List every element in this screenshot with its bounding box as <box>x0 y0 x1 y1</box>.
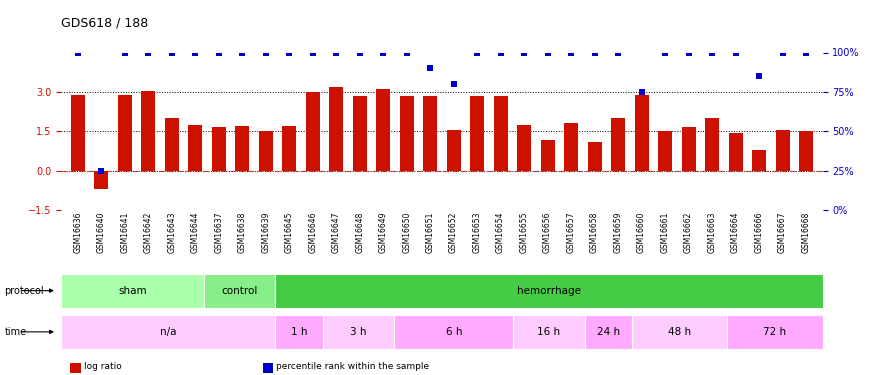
Point <box>470 50 484 55</box>
Point <box>400 50 414 55</box>
Point <box>305 50 319 55</box>
Bar <box>541 141 555 171</box>
Bar <box>446 130 460 171</box>
Bar <box>353 96 367 171</box>
Point <box>634 89 648 95</box>
Text: 6 h: 6 h <box>445 327 462 337</box>
Point <box>212 50 226 55</box>
Bar <box>705 118 719 171</box>
Point <box>705 50 719 55</box>
Text: 48 h: 48 h <box>668 327 691 337</box>
Bar <box>587 142 602 171</box>
Point <box>329 50 343 55</box>
FancyBboxPatch shape <box>276 315 323 349</box>
Point <box>588 50 602 55</box>
Bar <box>282 126 297 171</box>
Bar <box>729 133 743 171</box>
Bar <box>658 131 672 171</box>
Bar <box>752 150 766 171</box>
Point <box>611 50 625 55</box>
Bar <box>376 89 390 171</box>
Bar <box>305 92 319 171</box>
Text: sham: sham <box>118 286 147 296</box>
Point <box>446 81 460 87</box>
Text: hemorrhage: hemorrhage <box>517 286 581 296</box>
Point <box>71 50 85 55</box>
Bar <box>634 94 648 171</box>
Text: 1 h: 1 h <box>290 327 307 337</box>
Text: time: time <box>4 327 26 337</box>
Point <box>94 168 108 174</box>
Bar <box>235 126 249 171</box>
Bar <box>94 171 108 189</box>
Bar <box>799 131 813 171</box>
Point <box>353 50 367 55</box>
Point <box>424 65 438 71</box>
Point <box>564 50 578 55</box>
Bar <box>470 96 484 171</box>
FancyBboxPatch shape <box>514 315 584 349</box>
Bar <box>564 123 578 171</box>
Text: 16 h: 16 h <box>537 327 561 337</box>
Point <box>259 50 273 55</box>
Point <box>682 50 696 55</box>
FancyBboxPatch shape <box>204 274 276 308</box>
Point <box>117 50 132 55</box>
FancyBboxPatch shape <box>276 274 822 308</box>
Bar <box>775 130 789 171</box>
Bar <box>188 124 202 171</box>
FancyBboxPatch shape <box>323 315 395 349</box>
Point <box>235 50 249 55</box>
Bar <box>71 94 85 171</box>
Bar <box>259 131 273 171</box>
Point <box>752 73 766 79</box>
Point <box>658 50 672 55</box>
Point <box>799 50 813 55</box>
Point <box>517 50 531 55</box>
Bar <box>400 96 414 171</box>
Text: control: control <box>221 286 258 296</box>
Point <box>141 50 155 55</box>
Point <box>376 50 390 55</box>
Bar <box>164 118 178 171</box>
Text: 24 h: 24 h <box>597 327 620 337</box>
Point <box>729 50 743 55</box>
FancyBboxPatch shape <box>395 315 514 349</box>
Bar <box>611 118 625 171</box>
Bar <box>517 124 531 171</box>
Bar <box>682 128 696 171</box>
FancyBboxPatch shape <box>584 315 632 349</box>
FancyBboxPatch shape <box>61 274 204 308</box>
Text: 72 h: 72 h <box>763 327 787 337</box>
Text: log ratio: log ratio <box>84 362 122 371</box>
Bar <box>329 87 343 171</box>
FancyBboxPatch shape <box>632 315 727 349</box>
FancyBboxPatch shape <box>727 315 822 349</box>
Point <box>282 50 296 55</box>
Point <box>164 50 178 55</box>
Text: n/a: n/a <box>160 327 177 337</box>
Text: GDS618 / 188: GDS618 / 188 <box>61 17 149 30</box>
Bar <box>212 128 226 171</box>
Bar <box>117 94 132 171</box>
Bar <box>141 91 155 171</box>
Bar <box>424 96 438 171</box>
Point <box>541 50 555 55</box>
Text: 3 h: 3 h <box>350 327 367 337</box>
Bar <box>493 96 507 171</box>
Point <box>775 50 789 55</box>
Text: percentile rank within the sample: percentile rank within the sample <box>276 362 430 371</box>
FancyBboxPatch shape <box>61 315 276 349</box>
Point <box>493 50 507 55</box>
Text: protocol: protocol <box>4 286 44 296</box>
Point <box>188 50 202 55</box>
